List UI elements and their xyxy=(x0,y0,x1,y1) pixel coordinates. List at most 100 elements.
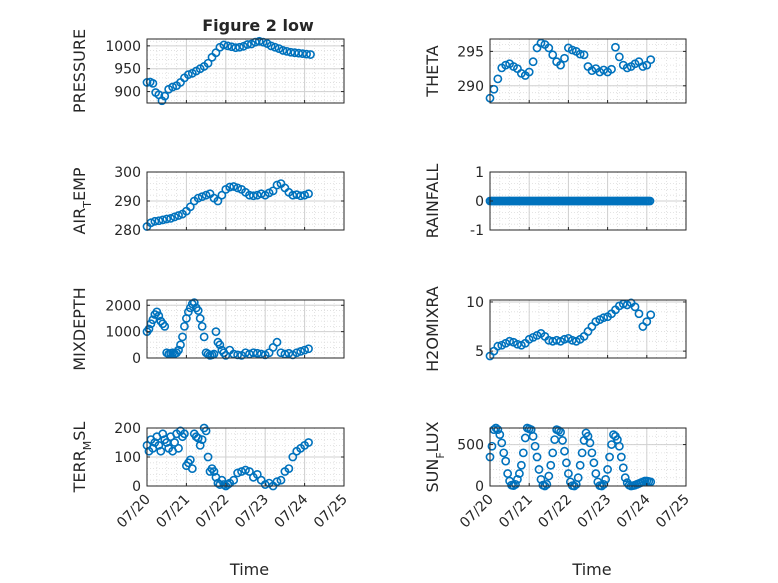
data-point xyxy=(562,458,571,468)
series-markers xyxy=(485,298,656,361)
data-point xyxy=(528,431,538,441)
data-point xyxy=(170,212,179,222)
data-point xyxy=(201,426,211,436)
data-point xyxy=(241,465,250,475)
data-point xyxy=(219,40,229,50)
y-tick-label: 950 xyxy=(114,62,141,78)
subplot-7: 0 100 200 07/20 07/21 07/22 07/23 07/24 07/25 Tim… xyxy=(70,421,351,579)
data-point xyxy=(211,327,221,337)
data-point xyxy=(248,348,258,358)
data-point xyxy=(634,309,644,319)
data-point xyxy=(170,438,179,447)
x-tick-label: 07/22 xyxy=(535,492,575,532)
data-point xyxy=(642,317,652,327)
data-point xyxy=(233,468,243,478)
data-point xyxy=(599,313,609,323)
data-point xyxy=(518,448,528,458)
data-point xyxy=(296,191,306,201)
x-tick-label: 07/23 xyxy=(575,492,615,532)
data-point xyxy=(558,436,567,445)
data-point xyxy=(270,42,280,52)
data-point xyxy=(193,306,203,315)
y-tick-label: 0 xyxy=(132,479,141,495)
y-tick-label: 1 xyxy=(475,165,484,181)
data-point xyxy=(185,455,195,465)
y-axis-label: TERRMSL xyxy=(70,422,94,494)
series-markers xyxy=(142,179,313,231)
y-tick-label: 0 xyxy=(132,351,141,367)
y-axis-label: SUNFLUX xyxy=(423,421,447,492)
data-point xyxy=(620,473,630,483)
data-point xyxy=(493,425,503,435)
data-point xyxy=(513,474,522,484)
y-tick-label: 280 xyxy=(114,223,141,239)
data-point xyxy=(573,473,583,483)
data-point xyxy=(268,186,278,196)
data-point xyxy=(160,91,170,101)
data-point xyxy=(601,474,611,484)
axes-box xyxy=(489,38,687,104)
data-point xyxy=(180,429,189,439)
data-point xyxy=(546,460,556,470)
data-point xyxy=(556,60,565,70)
data-point xyxy=(144,324,154,334)
data-point xyxy=(534,465,544,474)
data-point xyxy=(162,214,172,224)
data-point xyxy=(187,464,197,473)
x-tick-label: 07/20 xyxy=(457,492,497,532)
data-point xyxy=(217,475,227,485)
y-tick-label: 0 xyxy=(475,194,484,210)
data-point xyxy=(189,298,199,308)
data-point xyxy=(302,49,311,59)
subplot-4: -1 0 1 RAINFALL xyxy=(423,164,687,239)
y-tick-label: 10 xyxy=(466,295,484,311)
data-point xyxy=(203,452,213,462)
data-point xyxy=(154,216,164,226)
x-tick-label: 07/25 xyxy=(311,492,351,532)
x-axis-label: Time xyxy=(229,560,269,579)
data-point xyxy=(585,438,595,448)
x-tick-label: 07/20 xyxy=(114,492,154,532)
data-point xyxy=(611,42,620,52)
data-point xyxy=(587,448,597,458)
data-point xyxy=(223,41,233,51)
subplot-8: 0 500 07/20 07/21 07/22 07/23 07/24 07/25 Time SU… xyxy=(423,421,693,579)
data-point xyxy=(195,314,205,323)
data-point xyxy=(166,213,176,223)
data-point xyxy=(646,310,656,320)
data-point xyxy=(272,180,282,190)
y-tick-label: 2000 xyxy=(105,298,141,314)
y-axis-label: PRESSURE xyxy=(70,29,89,113)
series-markers xyxy=(485,196,655,206)
data-point xyxy=(154,311,164,321)
data-point xyxy=(243,40,252,49)
data-point xyxy=(501,60,511,70)
series-markers xyxy=(485,38,656,103)
data-point xyxy=(618,463,628,473)
data-point xyxy=(272,477,282,487)
x-tick-label: 07/25 xyxy=(653,492,693,532)
data-point xyxy=(197,321,207,331)
y-axis-label: H2OMIXRA xyxy=(423,286,442,372)
data-point xyxy=(183,70,193,80)
y-tick-label: 300 xyxy=(114,165,141,181)
data-point xyxy=(493,341,503,351)
data-point xyxy=(231,43,241,53)
data-point xyxy=(505,336,514,346)
data-point xyxy=(493,74,503,84)
data-point xyxy=(150,216,160,226)
figure-title: Figure 2 low xyxy=(202,16,314,35)
data-point xyxy=(154,440,164,450)
y-tick-label: 200 xyxy=(114,421,141,437)
data-point xyxy=(516,460,526,470)
data-point xyxy=(174,211,183,220)
axes-box xyxy=(489,299,687,359)
y-tick-label: 900 xyxy=(114,85,141,101)
data-point xyxy=(209,467,219,476)
x-tick-label: 07/24 xyxy=(614,491,654,531)
data-point xyxy=(254,36,264,46)
data-point xyxy=(174,345,183,355)
data-point xyxy=(544,471,554,481)
y-tick-label: 100 xyxy=(114,450,141,466)
data-point xyxy=(148,78,158,88)
